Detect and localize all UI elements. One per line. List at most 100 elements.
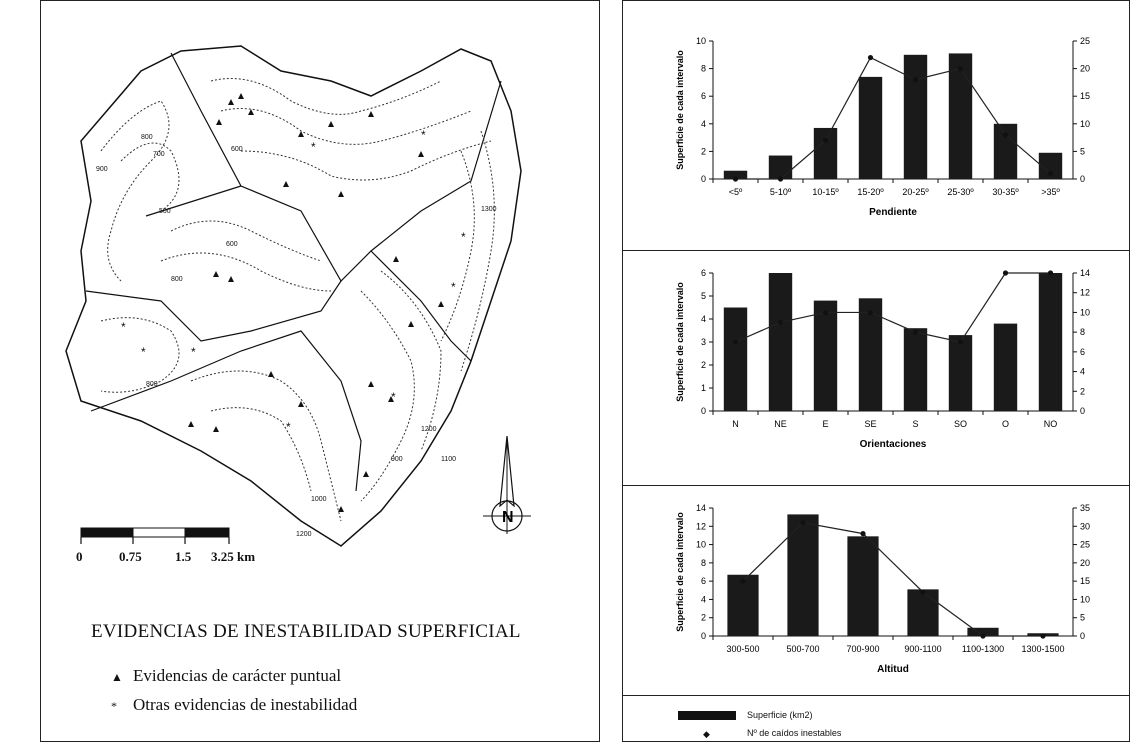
data-point — [1047, 270, 1054, 276]
x-tick-label: 1300-1500 — [1021, 644, 1064, 654]
y-tick-label: 1 — [701, 383, 706, 393]
data-point — [920, 589, 926, 595]
y-tick-label: 6 — [701, 268, 706, 278]
data-point — [777, 319, 784, 325]
bar — [1038, 152, 1063, 179]
y-tick-label: 0 — [701, 631, 706, 641]
data-point — [957, 66, 964, 72]
y-axis-label: Superficie de cada intervalo — [675, 50, 685, 170]
x-tick-label: SE — [864, 419, 876, 429]
y-tick-label: 2 — [701, 613, 706, 623]
x-tick-label: E — [822, 419, 828, 429]
x-tick-label: 10-15º — [812, 187, 839, 197]
x-tick-label: N — [732, 419, 739, 429]
contour-label: 800 — [146, 381, 158, 388]
charts-panel: 0 2 4 6 8 10 0 5 10 15 20 25 <5º 5-10º 10-15º 15-20º 20-… — [622, 0, 1130, 742]
y-tick-label: 2 — [701, 360, 706, 370]
bar — [967, 627, 999, 636]
map-title: EVIDENCIAS DE INESTABILIDAD SUPERFICIAL — [91, 621, 521, 642]
y2-tick-label: 0 — [1080, 406, 1085, 416]
x-tick-label: 900-1100 — [904, 644, 941, 654]
x-tick-label: >35º — [1041, 187, 1060, 197]
contour-label: 500 — [159, 208, 171, 215]
map-drawing: * * * * * * * * * 800 700 500 600 800 90… — [65, 45, 531, 547]
north-arrow: N — [483, 435, 531, 534]
svg-text:*: * — [286, 420, 291, 434]
bar — [727, 574, 759, 636]
y-tick-label: 8 — [701, 64, 706, 74]
x-axis-label: Altitud — [877, 664, 909, 675]
legend-item-triangle: ▲ Evidencias de carácter puntual — [111, 666, 341, 686]
evidence-points — [188, 93, 444, 512]
data-point — [822, 137, 829, 143]
scale-label: 3.25 km — [211, 549, 256, 564]
svg-text:*: * — [311, 140, 316, 154]
data-point — [732, 176, 739, 182]
y-tick-label: 10 — [696, 36, 706, 46]
legend-label: Otras evidencias de inestabilidad — [133, 695, 358, 714]
contour-label: 800 — [141, 134, 153, 141]
x-tick-label: 30-35º — [992, 187, 1019, 197]
data-point — [1040, 633, 1046, 639]
data-point — [912, 77, 919, 83]
y2-tick-label: 20 — [1080, 558, 1090, 568]
bar — [723, 307, 748, 411]
data-point — [732, 339, 739, 345]
other-evidence-points: * * * * * * * * * — [121, 128, 466, 434]
bar — [903, 328, 928, 411]
legend-bar-swatch — [678, 711, 736, 720]
x-axis-label: Pendiente — [869, 207, 917, 218]
chart-svg-altitud: 0 2 4 6 8 10 12 14 0 5 10 15 20 25 30 35 300-500 500-700 7… — [675, 503, 1090, 675]
triangle-icon: ▲ — [111, 670, 123, 684]
contour-lines — [100, 78, 495, 522]
chart-orientaciones: 0 1 2 3 4 5 6 0 2 4 6 8 10 12 14 N NE E SE S SO O NO Orientacio… — [623, 251, 1129, 486]
diamond-icon: ◆ — [703, 729, 710, 739]
data-point — [1002, 270, 1009, 276]
legend-label: Evidencias de carácter puntual — [133, 666, 342, 685]
y2-tick-label: 15 — [1080, 576, 1090, 586]
bar — [903, 54, 928, 179]
bar — [813, 300, 838, 411]
bar — [948, 53, 973, 179]
svg-text:*: * — [141, 345, 146, 359]
x-tick-label: O — [1002, 419, 1009, 429]
divide-line — [170, 52, 502, 282]
data-point — [800, 520, 806, 526]
contour-label: 900 — [391, 456, 403, 463]
y2-tick-label: 5 — [1080, 613, 1085, 623]
asterisk-icon: * — [111, 699, 117, 713]
scale-label: 0.75 — [119, 549, 142, 564]
y-tick-label: 4 — [701, 314, 706, 324]
scale-label: 1.5 — [175, 549, 192, 564]
scale-label: 0 — [76, 549, 83, 564]
y-tick-label: 5 — [701, 291, 706, 301]
divide-line — [370, 250, 472, 362]
x-axis-label: Orientaciones — [860, 439, 927, 450]
x-tick-label: NE — [774, 419, 787, 429]
contour-label: 1200 — [296, 531, 312, 538]
data-point — [957, 339, 964, 345]
y2-tick-label: 30 — [1080, 521, 1090, 531]
bar — [813, 127, 838, 179]
legend-item-star: * Otras evidencias de inestabilidad — [111, 695, 357, 715]
data-point — [980, 633, 986, 639]
bar — [993, 123, 1018, 179]
contour-label: 600 — [231, 146, 243, 153]
svg-text:*: * — [121, 320, 126, 334]
y2-tick-label: 25 — [1080, 540, 1090, 550]
contour-label: 1200 — [421, 426, 437, 433]
legend-point-label: Nº de caídos inestables — [747, 728, 842, 738]
y2-tick-label: 8 — [1080, 327, 1085, 337]
chart-svg-pendiente: 0 2 4 6 8 10 0 5 10 15 20 25 <5º 5-10º 10-15º 15-20º 20-… — [675, 36, 1090, 218]
divide-line — [90, 330, 362, 492]
y2-tick-label: 12 — [1080, 288, 1090, 298]
bar — [948, 335, 973, 411]
bar — [723, 170, 748, 179]
y2-tick-label: 10 — [1080, 594, 1090, 604]
data-point — [860, 531, 866, 537]
data-point — [867, 309, 874, 316]
contour-label: 800 — [171, 276, 183, 283]
y-tick-label: 4 — [701, 119, 706, 129]
scale-bar — [80, 527, 230, 544]
